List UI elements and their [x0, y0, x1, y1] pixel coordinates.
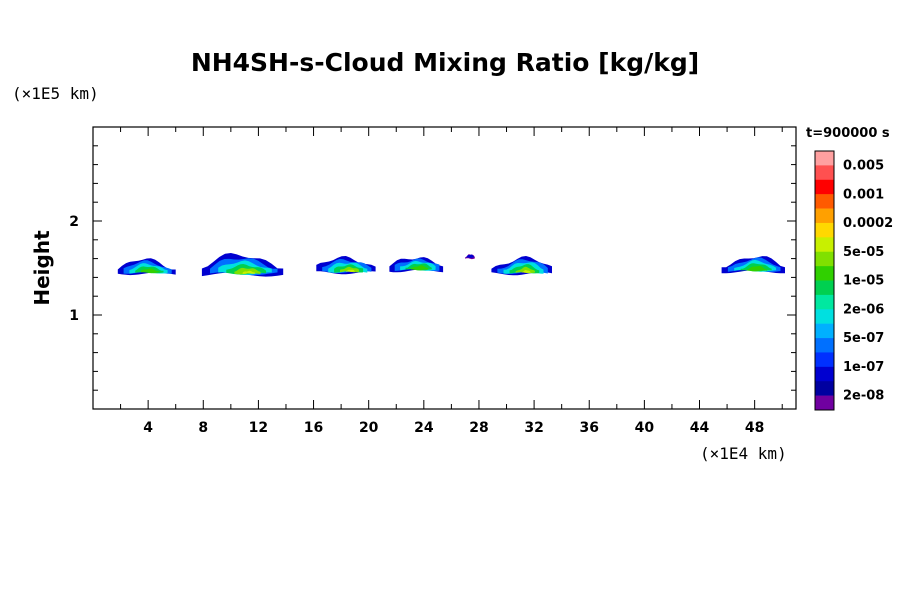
x-tick-label: 32 — [524, 420, 543, 436]
colorbar-swatch — [815, 251, 834, 267]
chart-title: NH4SH-s-Cloud Mixing Ratio [kg/kg] — [190, 48, 700, 77]
colorbar-label: 0.0002 — [843, 216, 893, 231]
colorbar-swatch — [815, 338, 834, 353]
time-label: t=900000 s — [806, 126, 890, 141]
colorbar-swatch — [815, 165, 834, 181]
cloud-layer — [410, 265, 429, 271]
colorbar-swatch — [815, 352, 834, 368]
cloud-layer — [515, 266, 535, 274]
x-tick-label: 40 — [635, 420, 655, 436]
colorbar-label: 1e-07 — [843, 360, 884, 375]
cloud-layer — [521, 270, 531, 273]
colorbar-swatch — [815, 151, 834, 166]
colorbar-swatch — [815, 323, 834, 339]
colorbar-swatch — [815, 366, 834, 382]
colorbar-swatch — [815, 237, 834, 253]
x-tick-label: 36 — [579, 420, 598, 436]
colorbar-swatch — [815, 395, 834, 411]
cloud-cluster — [721, 256, 785, 274]
cloud-cluster — [465, 254, 475, 260]
colorbar-label: 1e-05 — [843, 274, 884, 289]
x-tick-label: 16 — [304, 420, 323, 436]
cloud-cluster — [491, 256, 552, 276]
colorbar: 0.005 0.001 0.0002 5e-05 1e-05 2e-06 5e-07 1e-0… — [814, 150, 893, 411]
x-tick-label: 4 — [143, 420, 153, 436]
colorbar-label: 0.005 — [843, 159, 884, 174]
cloud-cluster — [316, 256, 376, 275]
plot-frame — [92, 126, 797, 410]
x-tick-label: 28 — [469, 420, 488, 436]
colorbar-swatch — [815, 280, 834, 296]
x-tick-label: 12 — [249, 420, 268, 436]
colorbar-label: 0.001 — [843, 187, 884, 202]
y-tick-label: 2 — [69, 214, 79, 230]
cloud-layer — [242, 270, 255, 274]
colorbar-label: 5e-07 — [843, 331, 884, 346]
cloud-cluster — [117, 258, 176, 276]
colorbar-swatch — [815, 222, 834, 238]
x-unit-label: (×1E4 km) — [700, 444, 787, 463]
colorbar-label: 5e-05 — [843, 245, 884, 260]
cloud-cluster — [389, 257, 444, 273]
cloud-layer — [141, 268, 160, 274]
cloud-field — [117, 253, 785, 277]
x-tick-label: 24 — [414, 420, 434, 436]
colorbar-swatch — [815, 381, 834, 396]
y-unit-label: (×1E5 km) — [12, 84, 99, 103]
cloud-cluster — [201, 253, 284, 277]
colorbar-swatch — [815, 179, 834, 195]
colorbar-label: 2e-06 — [843, 302, 884, 317]
colorbar-label: 2e-08 — [843, 389, 884, 404]
colorbar-frame — [814, 150, 835, 411]
x-tick-label: 20 — [359, 420, 379, 436]
colorbar-swatch — [815, 194, 834, 209]
cloud-layer — [746, 265, 768, 272]
colorbar-swatch — [815, 266, 834, 281]
y-tick-label: 1 — [69, 308, 79, 324]
cloud-layer — [345, 269, 355, 272]
x-tick-label: 8 — [198, 420, 208, 436]
colorbar-swatch — [815, 294, 834, 310]
colorbar-swatch — [815, 309, 834, 324]
x-tick-label: 44 — [690, 420, 710, 436]
colorbar-swatch — [815, 208, 834, 224]
cloud-layer — [466, 254, 475, 258]
x-tick-label: 48 — [745, 420, 764, 436]
y-axis-label: Height — [30, 230, 54, 306]
